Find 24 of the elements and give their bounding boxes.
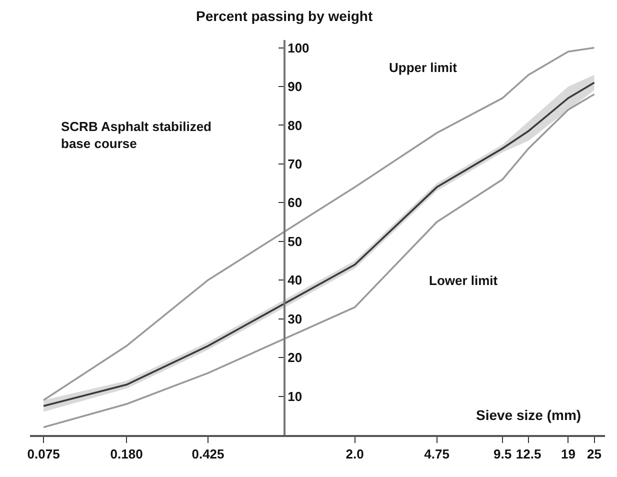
annotation: SCRB Asphalt stabilized base course xyxy=(61,119,212,151)
y-axis-title: Percent passing by weight xyxy=(196,8,373,24)
y-tick-label: 50 xyxy=(288,234,302,249)
y-tick-label: 80 xyxy=(288,118,302,133)
y-tick-label: 10 xyxy=(288,388,302,404)
x-tick-label: 9.5 xyxy=(493,446,512,462)
y-tick-label: 100 xyxy=(288,40,310,56)
x-tick-label: 0.075 xyxy=(27,446,60,462)
annotation: Upper limit xyxy=(389,60,458,75)
x-tick-label: 0.180 xyxy=(110,446,143,462)
x-tick-label: 2.0 xyxy=(346,446,364,462)
x-tick-label: 25 xyxy=(587,446,602,462)
y-tick-label: 40 xyxy=(288,272,302,288)
x-tick-label: 19 xyxy=(561,446,576,462)
x-axis-title: Sieve size (mm) xyxy=(476,407,582,423)
y-tick-label: 30 xyxy=(288,311,302,326)
annotation: Lower limit xyxy=(429,273,498,288)
x-tick-label: 4.75 xyxy=(424,446,450,462)
x-tick-label: 0.425 xyxy=(192,446,224,462)
x-tick-label: 12.5 xyxy=(516,446,542,462)
y-tick-label: 20 xyxy=(288,350,302,366)
y-tick-label: 70 xyxy=(288,156,302,172)
y-tick-label: 90 xyxy=(288,79,302,94)
y-tick-label: 60 xyxy=(288,195,302,210)
